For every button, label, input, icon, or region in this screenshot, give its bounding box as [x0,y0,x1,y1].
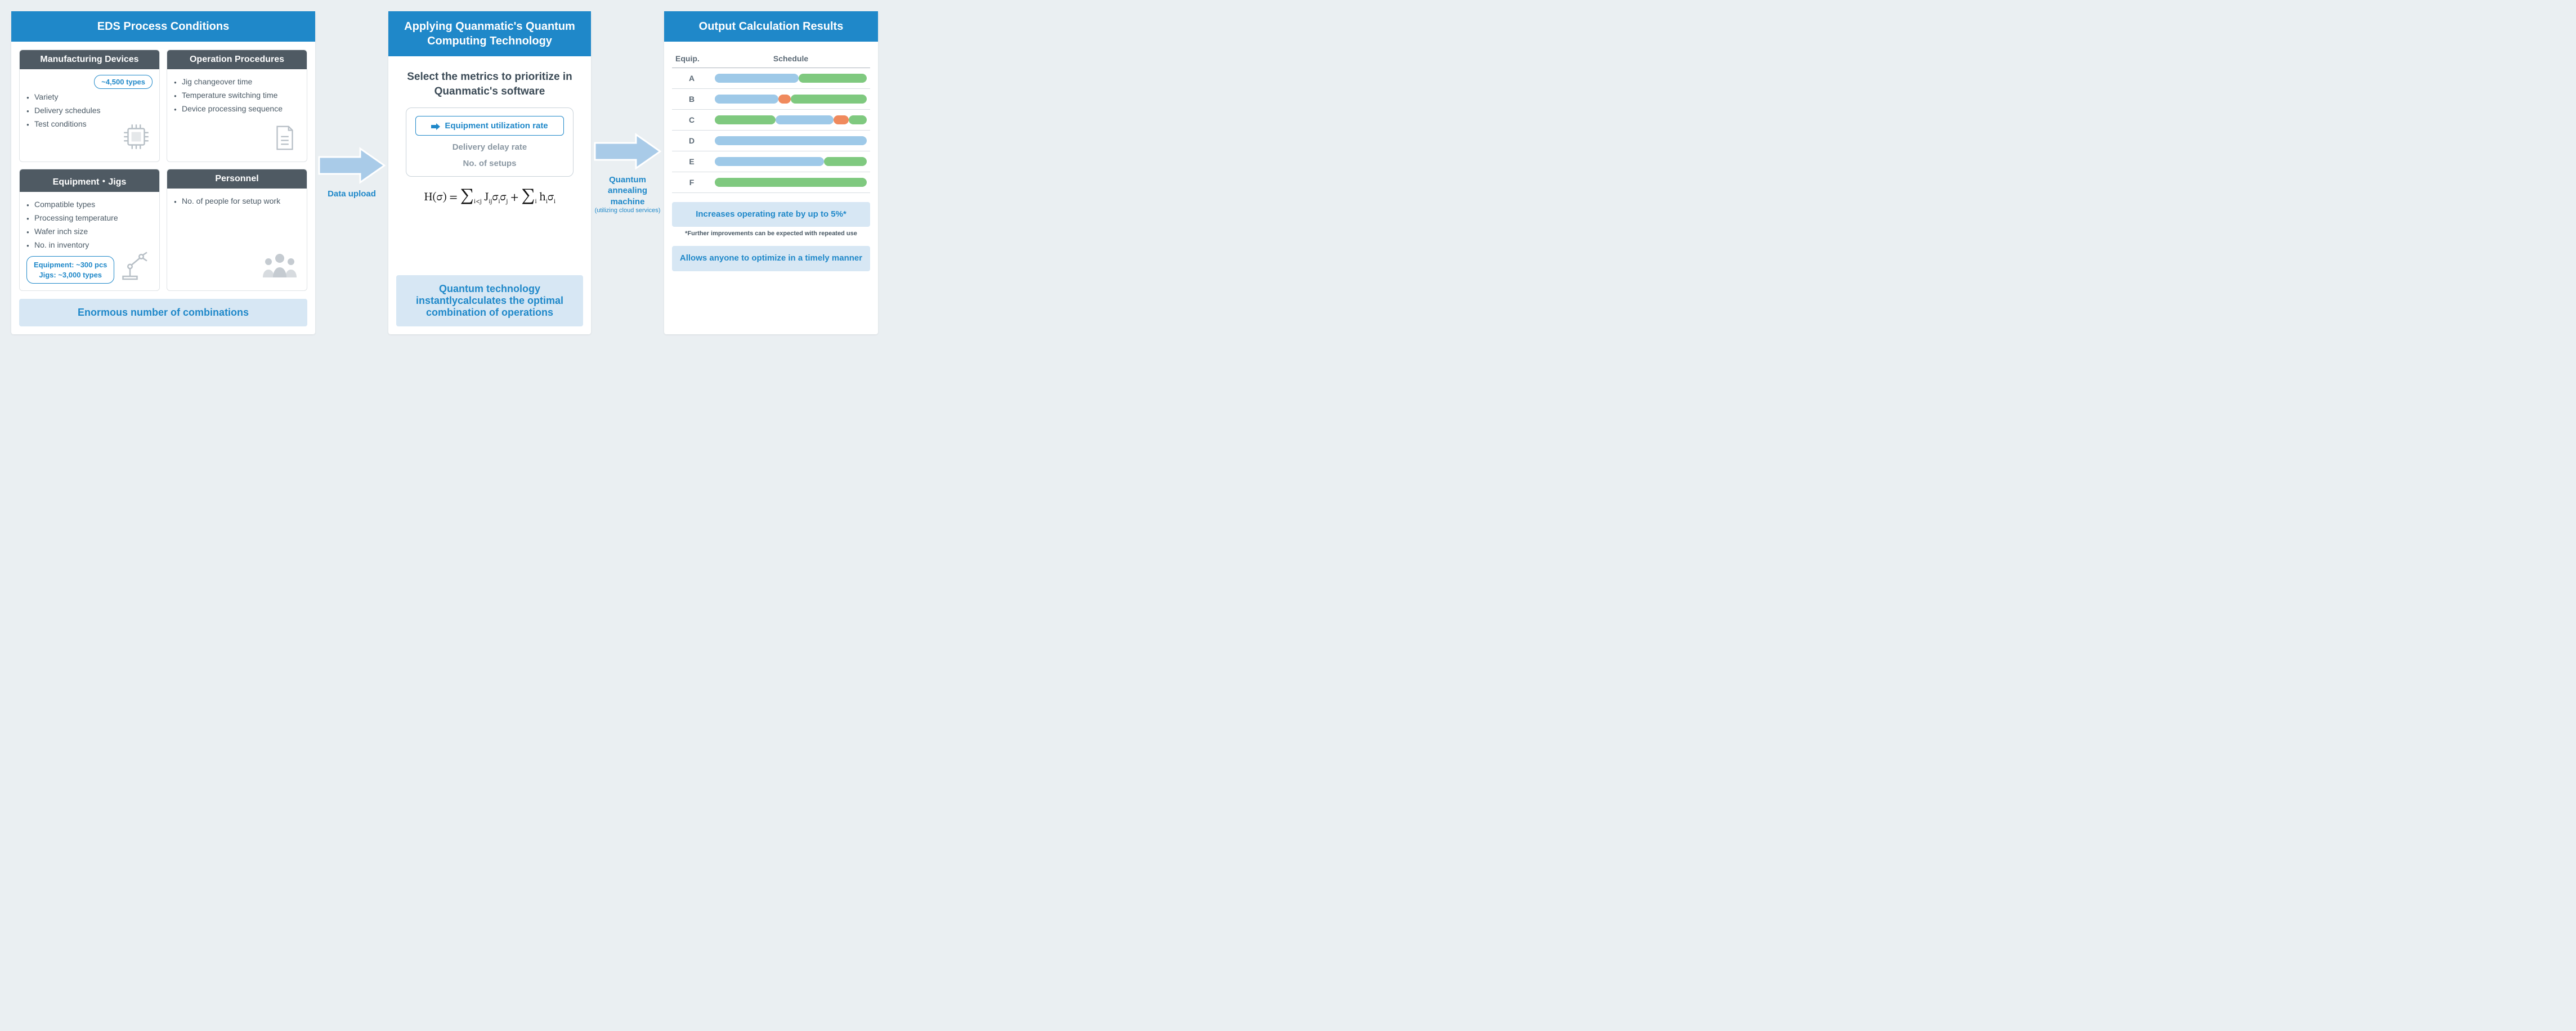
equip-label: F [672,172,711,193]
arrow-data-upload: Data upload [315,11,388,334]
panel1-callout: Enormous number of combinations [19,299,307,326]
document-icon [270,123,300,156]
equip-label: B [672,89,711,110]
schedule-bar-segment [715,74,799,83]
schedule-cell [711,131,870,151]
schedule-bar-segment [824,157,867,166]
card-title: Operation Procedures [167,50,307,69]
card-list-item: Jig changeover time [174,75,300,88]
schedule-bar-segment [834,115,849,124]
col-equip: Equip. [672,50,711,68]
arrow1-label: Data upload [328,189,376,200]
hamiltonian-formula: H(σ) = ∑i<j Jijσiσj + ∑i hiσi [424,188,555,207]
arrow-right-icon [594,132,661,171]
card-list-item: Temperature switching time [174,88,300,102]
card-list-item: Compatible types [26,198,153,211]
table-row: C [672,110,870,131]
schedule-bar-segment [715,178,867,187]
schedule-table: Equip. Schedule ABCDEF [672,50,870,193]
metric-num-setups[interactable]: No. of setups [463,159,516,168]
panel-quanmatic: Applying Quanmatic's Quantum Computing T… [388,11,591,334]
card-list-item: Device processing sequence [174,102,300,115]
card-grid: Manufacturing Devices ~4,500 typesVariety… [19,50,307,291]
schedule-bar-segment [778,95,791,104]
table-row: F [672,172,870,193]
count-pill: ~4,500 types [94,75,153,89]
panel2-title: Applying Quanmatic's Quantum Computing T… [388,11,591,56]
card-list-item: Wafer inch size [26,225,153,238]
card-body: No. of people for setup work [167,189,307,214]
schedule-cell [711,89,870,110]
schedule-bar-segment [715,157,824,166]
schedule-bar-segment [776,115,834,124]
card-list-item: Variety [26,90,153,104]
panel1-title: EDS Process Conditions [11,11,315,42]
schedule-bar-segment [715,95,778,104]
schedule-cell [711,68,870,89]
card-list-item: Processing temperature [26,211,153,225]
equip-label: D [672,131,711,151]
schedule-bar-segment [799,74,867,83]
schedule-bar-segment [715,136,867,145]
schedule-cell [711,110,870,131]
chip-icon [120,120,153,156]
table-row: E [672,151,870,172]
panel2-callout: Quantum technology instantlycalculates t… [396,275,583,326]
table-row: D [672,131,870,151]
schedule-bar-segment [715,115,776,124]
result-footnote: *Further improvements can be expected wi… [672,230,870,237]
select-metrics-title: Select the metrics to prioritize in Quan… [396,70,583,98]
arrow-quantum-annealing: Quantum annealing machine (utilizing clo… [591,11,664,334]
schedule-cell [711,172,870,193]
metrics-box: Equipment utilization rate Delivery dela… [406,107,574,177]
card-title: Personnel [167,169,307,189]
condition-card: Operation ProceduresJig changeover timeT… [167,50,307,162]
card-list-item: Delivery schedules [26,104,153,117]
metric-selected-label: Equipment utilization rate [445,121,548,131]
schedule-cell [711,151,870,172]
condition-card: Personnel No. of people for setup work [167,169,307,291]
equip-label: C [672,110,711,131]
panel-output-results: Output Calculation Results Equip. Schedu… [664,11,878,334]
result-anyone-optimize: Allows anyone to optimize in a timely ma… [672,246,870,271]
schedule-bar-segment [791,95,867,104]
condition-card: Equipment・Jigs Compatible typesProcessing… [19,169,160,291]
col-schedule: Schedule [711,50,870,68]
equip-label: E [672,151,711,172]
result-operating-rate: Increases operating rate by up to 5%* [672,202,870,227]
panel-eds-conditions: EDS Process Conditions Manufacturing Dev… [11,11,315,334]
card-body: Jig changeover timeTemperature switching… [167,69,307,122]
robot-arm-icon [119,248,153,285]
card-list-item: No. of people for setup work [174,194,300,208]
card-title: Manufacturing Devices [20,50,159,69]
count-pill-multi: Equipment: ~300 pcsJigs: ~3,000 types [26,256,114,284]
equip-label: A [672,68,711,89]
table-row: A [672,68,870,89]
schedule-bar-segment [849,115,867,124]
arrow2-sub: (utilizing cloud services) [595,207,661,214]
metric-selected[interactable]: Equipment utilization rate [415,116,565,136]
arrow-right-small-icon [431,123,440,129]
table-row: B [672,89,870,110]
card-title: Equipment・Jigs [20,169,159,192]
panel3-title: Output Calculation Results [664,11,878,42]
arrow-right-icon [318,146,386,185]
people-icon [259,250,300,285]
arrow2-label: Quantum annealing machine [594,174,661,208]
condition-card: Manufacturing Devices ~4,500 typesVariety… [19,50,160,162]
metric-delivery-delay[interactable]: Delivery delay rate [453,142,527,152]
